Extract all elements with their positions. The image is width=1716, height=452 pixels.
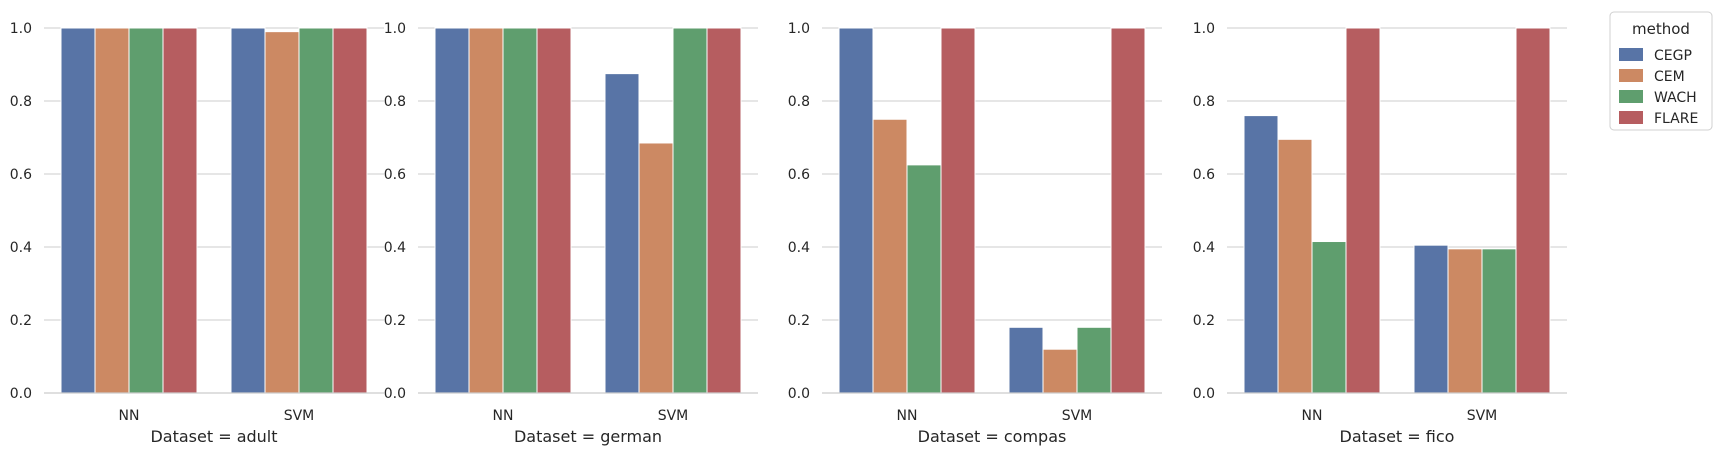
bar-cegp-nn [838, 27, 874, 394]
bar-cem-nn [1277, 138, 1313, 394]
x-tick-label: NN [1302, 408, 1323, 424]
x-tick-label: SVM [658, 408, 689, 424]
bar-cegp-nn [60, 27, 96, 394]
bar-flare-nn [940, 27, 976, 394]
y-tick-label: 0.4 [1193, 240, 1215, 256]
bar-flare-svm [332, 27, 368, 394]
x-tick-label: SVM [284, 408, 315, 424]
x-axis-label: Dataset = fico [1340, 427, 1455, 446]
legend-title: method [1632, 20, 1690, 38]
y-tick-label: 0.2 [384, 313, 406, 329]
y-tick-label: 0.8 [10, 94, 32, 110]
bar-cegp-nn [1243, 115, 1279, 394]
bar-wach-nn [502, 27, 538, 394]
y-tick-label: 1.0 [1193, 21, 1215, 37]
chart-panel-2: 0.0 0.2 0.4 0.6 0.8 1.0 NN SVM Dataset = german [384, 21, 758, 446]
legend-swatch-flare [1619, 111, 1643, 124]
bar-cem-svm [264, 31, 300, 394]
bar-cegp-svm [1008, 326, 1044, 394]
y-tick-label: 0.2 [10, 313, 32, 329]
y-tick-label: 0.4 [384, 240, 406, 256]
legend-swatch-cem [1619, 69, 1643, 82]
chart-legend: method CEGP CEM WACH FLARE [1609, 11, 1713, 131]
bar-flare-nn [536, 27, 572, 394]
y-tick-label: 0.0 [788, 386, 810, 402]
chart-panel-4: 0.0 0.2 0.4 0.6 0.8 1.0 NN SVM Dataset = fico [1193, 21, 1567, 446]
x-axis-label: Dataset = german [514, 427, 662, 446]
x-axis-label: Dataset = adult [150, 427, 277, 446]
y-tick-label: 0.4 [788, 240, 810, 256]
bar-wach-svm [298, 27, 334, 394]
legend-entry-cem: CEM [1654, 69, 1685, 85]
y-tick-label: 0.6 [384, 167, 406, 183]
legend-entry-wach: WACH [1654, 90, 1697, 106]
bar-cem-nn [872, 118, 908, 394]
y-tick-label: 1.0 [10, 21, 32, 37]
bar-wach-nn [1311, 241, 1347, 394]
legend-entry-cegp: CEGP [1654, 48, 1692, 64]
y-tick-label: 0.8 [788, 94, 810, 110]
bar-flare-nn [162, 27, 198, 394]
bar-flare-svm [1515, 27, 1551, 394]
y-tick-label: 0.0 [384, 386, 406, 402]
y-tick-label: 1.0 [788, 21, 810, 37]
y-tick-label: 0.2 [788, 313, 810, 329]
y-tick-label: 0.8 [384, 94, 406, 110]
x-axis-label: Dataset = compas [918, 427, 1067, 446]
bar-cem-nn [468, 27, 504, 394]
legend-swatch-cegp [1619, 48, 1643, 61]
bar-cem-svm [1042, 348, 1078, 394]
bar-cegp-svm [230, 27, 266, 394]
bar-cem-nn [94, 27, 130, 394]
y-tick-label: 0.6 [1193, 167, 1215, 183]
legend-entry-flare: FLARE [1654, 111, 1698, 127]
bar-cegp-nn [434, 27, 470, 394]
chart-panel-1: 0.0 0.2 0.4 0.6 0.8 1.0 NN SVM Dataset = adult [10, 21, 384, 446]
y-tick-label: 0.4 [10, 240, 32, 256]
y-tick-label: 0.6 [788, 167, 810, 183]
bar-wach-svm [672, 27, 708, 394]
x-tick-label: NN [897, 408, 918, 424]
bar-wach-nn [906, 164, 942, 394]
bar-cegp-svm [604, 73, 640, 394]
y-tick-label: 1.0 [384, 21, 406, 37]
y-tick-label: 0.6 [10, 167, 32, 183]
bar-wach-svm [1481, 248, 1517, 394]
chart-panel-3: 0.0 0.2 0.4 0.6 0.8 1.0 NN SVM Dataset = compas [788, 21, 1162, 446]
bar-cegp-svm [1413, 244, 1449, 394]
y-tick-label: 0.2 [1193, 313, 1215, 329]
bar-flare-svm [1110, 27, 1146, 394]
x-tick-label: SVM [1062, 408, 1093, 424]
x-tick-label: NN [119, 408, 140, 424]
bar-flare-nn [1345, 27, 1381, 394]
x-tick-label: SVM [1467, 408, 1498, 424]
x-tick-label: NN [493, 408, 514, 424]
legend-swatch-wach [1619, 90, 1643, 103]
y-tick-label: 0.0 [1193, 386, 1215, 402]
bar-wach-svm [1076, 326, 1112, 394]
bar-flare-svm [706, 27, 742, 394]
y-tick-label: 0.8 [1193, 94, 1215, 110]
bar-cem-svm [1447, 248, 1483, 394]
bar-wach-nn [128, 27, 164, 394]
y-tick-label: 0.0 [10, 386, 32, 402]
bar-cem-svm [638, 142, 674, 394]
